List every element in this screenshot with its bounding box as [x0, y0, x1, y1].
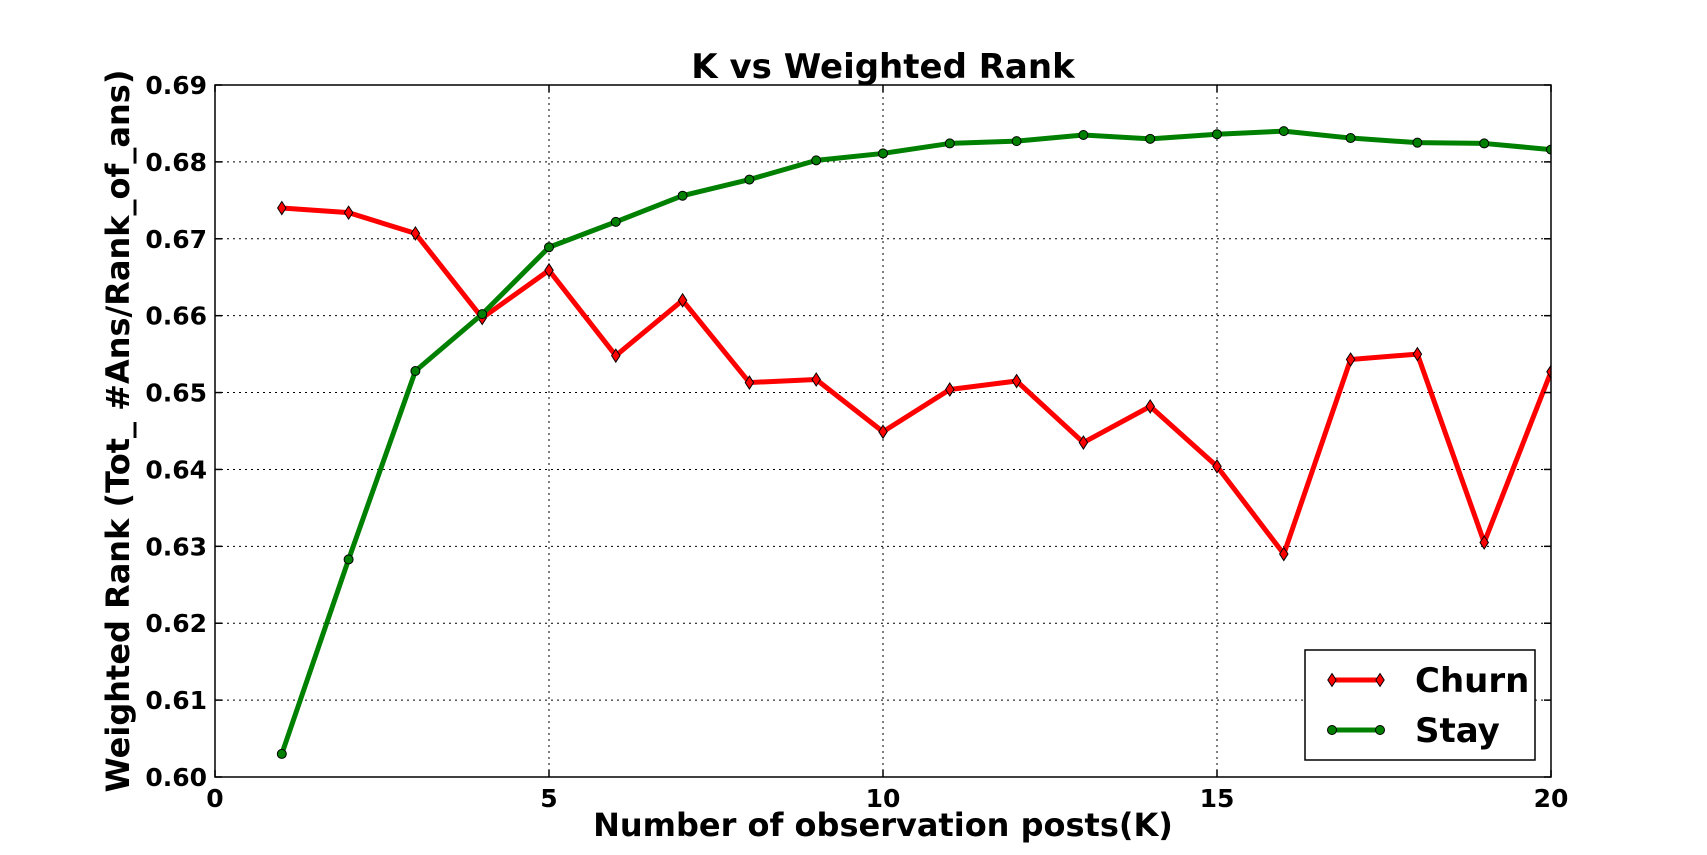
stay-data-point — [1078, 129, 1089, 140]
stay-data-point — [944, 138, 955, 149]
chart-title: K vs Weighted Rank — [691, 47, 1076, 87]
churn-data-point — [1078, 435, 1089, 450]
y-tick-label: 0.68 — [145, 148, 207, 177]
stay-data-point — [1212, 129, 1222, 140]
legend-box — [1304, 649, 1536, 761]
churn-data-point — [878, 424, 888, 440]
stay-data-point — [410, 366, 421, 377]
legend-churn-marker-end — [1375, 672, 1385, 688]
churn-data-point — [811, 372, 821, 387]
stay-data-point — [276, 748, 287, 759]
churn-data-point — [1546, 364, 1551, 380]
churn-data-point — [611, 348, 621, 364]
churn-data-point — [410, 225, 421, 241]
stay-data-point — [1412, 137, 1423, 148]
legend-churn-marker-start — [1327, 672, 1337, 688]
x-tick-label: 5 — [540, 784, 557, 813]
x-tick-label: 15 — [1200, 784, 1235, 813]
stay-series-line — [279, 128, 1551, 755]
churn-data-point — [1011, 373, 1022, 389]
churn-data-point — [1345, 352, 1356, 367]
churn-data-point — [277, 200, 287, 216]
churn-data-point — [677, 292, 688, 308]
stay-data-point — [1278, 126, 1289, 137]
churn-data-point — [1212, 458, 1222, 474]
y-tick-label: 0.67 — [145, 225, 207, 254]
x-tick-label: 10 — [866, 784, 901, 813]
y-tick-label: 0.60 — [145, 763, 207, 792]
stay-data-point — [477, 309, 488, 320]
plot-area — [276, 126, 1551, 759]
stay-data-point — [677, 190, 688, 201]
stay-data-point — [1546, 144, 1551, 155]
axes: 0 5 10 15 20 0.60 0.61 0.62 0.63 0.64 0.65 0.66 0.67… — [145, 71, 1568, 813]
churn-series-line — [281, 205, 1551, 557]
churn-data-point — [544, 262, 554, 278]
churn-data-point — [1412, 346, 1423, 362]
y-tick-label: 0.64 — [145, 455, 207, 484]
churn-data-point — [343, 205, 354, 221]
stay-data-point — [744, 174, 755, 185]
y-tick-label: 0.69 — [145, 71, 207, 100]
legend-stay-label: Stay — [1415, 711, 1500, 751]
stay-data-point — [1345, 133, 1356, 144]
legend-stay-marker-end — [1375, 725, 1385, 735]
stay-data-point — [343, 554, 354, 565]
y-tick-label: 0.62 — [145, 609, 207, 638]
y-tick-label: 0.61 — [145, 686, 207, 715]
stay-data-point — [811, 155, 822, 166]
legend: Churn Stay — [1304, 649, 1536, 761]
x-tick-label: 20 — [1534, 784, 1569, 813]
y-tick-label: 0.66 — [145, 302, 207, 331]
grid — [215, 85, 1551, 777]
legend-stay-marker-start — [1327, 725, 1337, 735]
stay-data-point — [610, 216, 621, 227]
y-axis-label: Weighted Rank (Tot_ #Ans/Rank_of_ans) — [99, 70, 137, 793]
churn-data-point — [945, 382, 955, 397]
churn-data-point — [744, 375, 755, 390]
x-axis-label: Number of observation posts(K) — [593, 806, 1173, 844]
stay-data-point — [1479, 138, 1490, 149]
series-group — [276, 126, 1551, 759]
stay-data-point — [544, 242, 554, 253]
churn-data-point — [1145, 398, 1155, 414]
stay-data-point — [1011, 136, 1022, 147]
stay-data-point — [1145, 133, 1156, 144]
y-tick-label: 0.63 — [145, 532, 207, 561]
stay-data-point — [878, 148, 888, 159]
churn-data-point — [1479, 535, 1489, 550]
y-tick-label: 0.65 — [145, 379, 207, 408]
x-tick-label: 0 — [206, 784, 223, 813]
churn-data-point — [1279, 546, 1289, 562]
legend-churn-label: Churn — [1415, 661, 1529, 701]
